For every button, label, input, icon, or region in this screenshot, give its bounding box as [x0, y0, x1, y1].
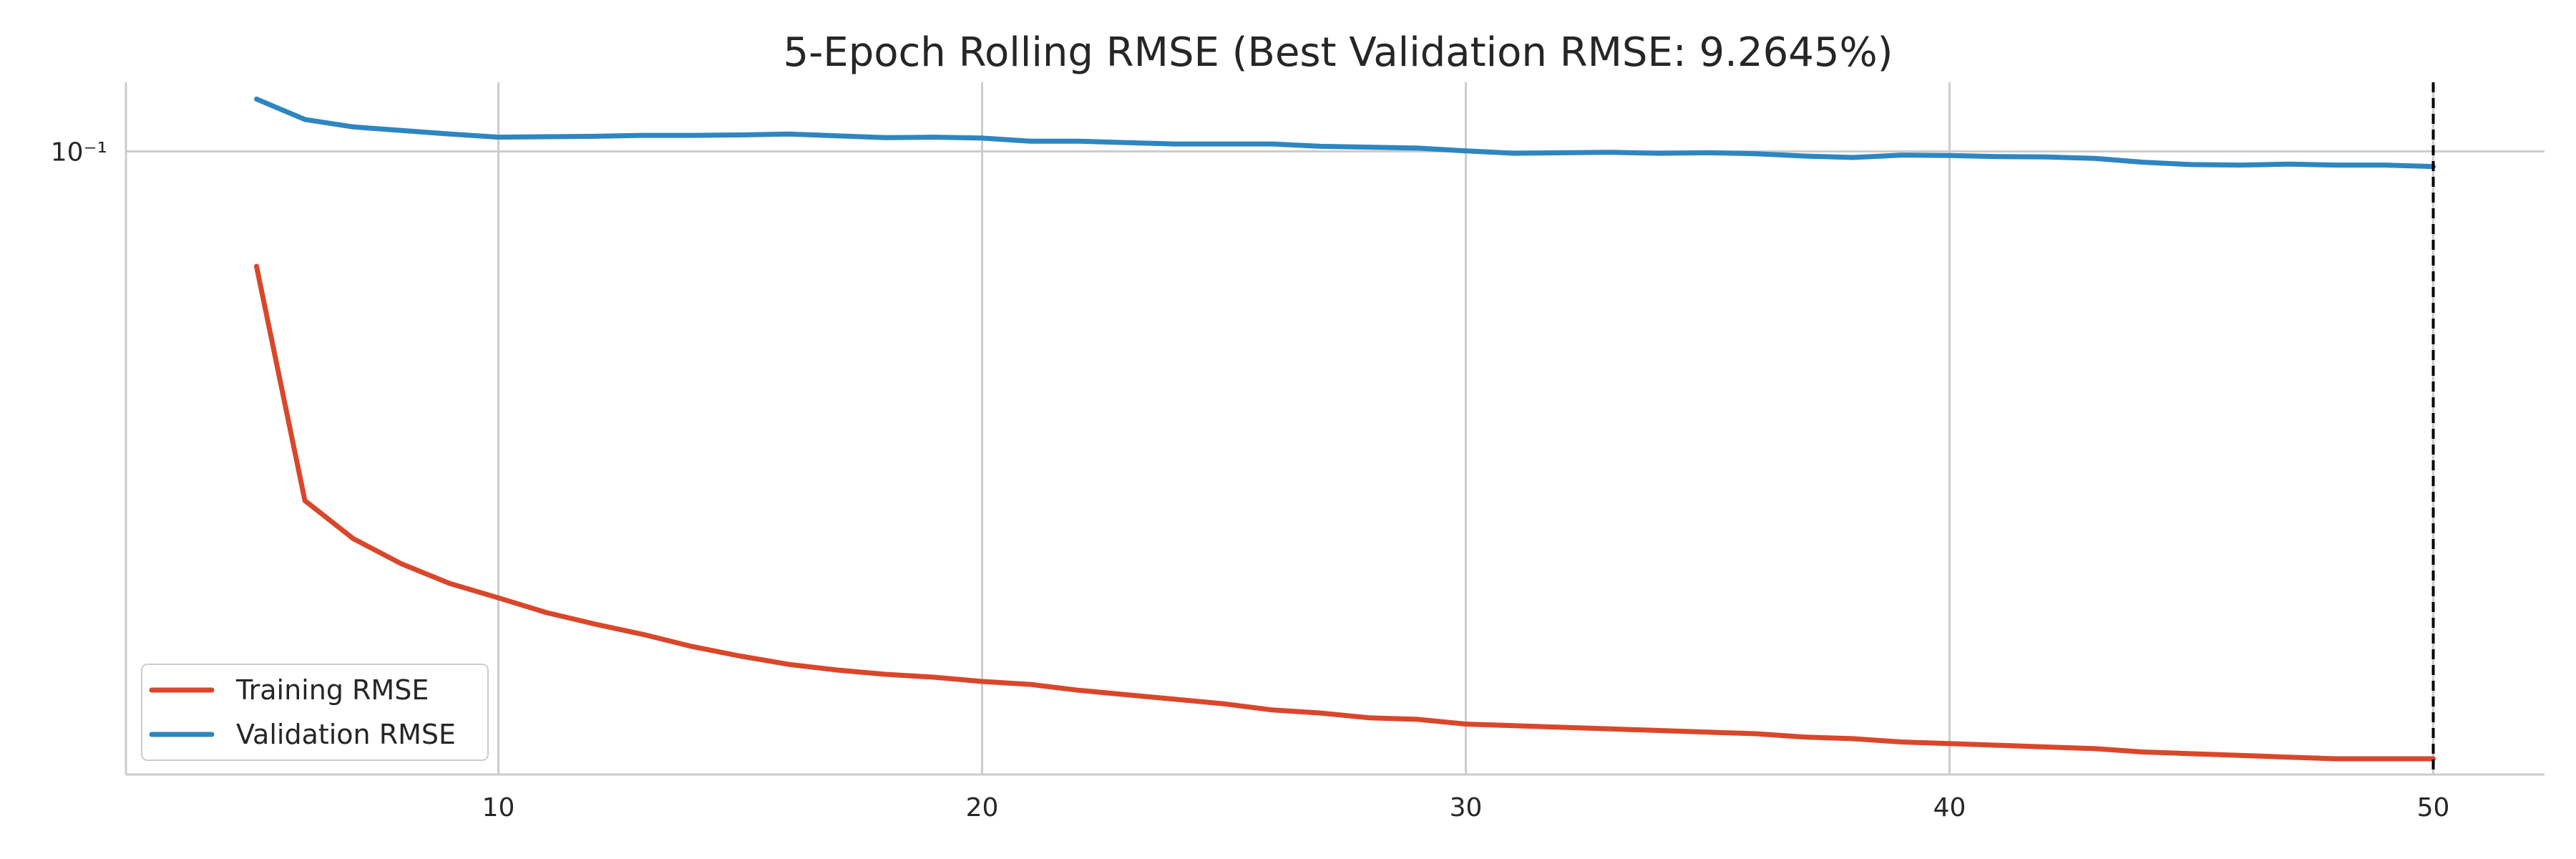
y-tick-label: 10⁻¹	[51, 137, 107, 167]
series-line-validation-rmse	[254, 96, 2436, 170]
legend-label: Validation RMSE	[236, 719, 456, 750]
tick-labels: 10 20 30 40 50 10⁻¹	[51, 137, 2450, 822]
x-tick-label: 20	[966, 793, 999, 822]
legend-box	[141, 664, 489, 761]
series-layer	[254, 96, 2436, 762]
x-tick-label: 30	[1450, 793, 1483, 822]
series-line-training-rmse	[254, 263, 2436, 762]
legend: Training RMSE Validation RMSE	[141, 664, 489, 761]
x-tick-label: 50	[2417, 793, 2450, 822]
x-tick-label: 40	[1933, 793, 1966, 822]
x-tick-label: 10	[482, 793, 515, 822]
legend-label: Training RMSE	[235, 674, 429, 706]
axes-spines	[125, 82, 2545, 776]
chart-title: 5-Epoch Rolling RMSE (Best Validation RM…	[783, 29, 1893, 76]
